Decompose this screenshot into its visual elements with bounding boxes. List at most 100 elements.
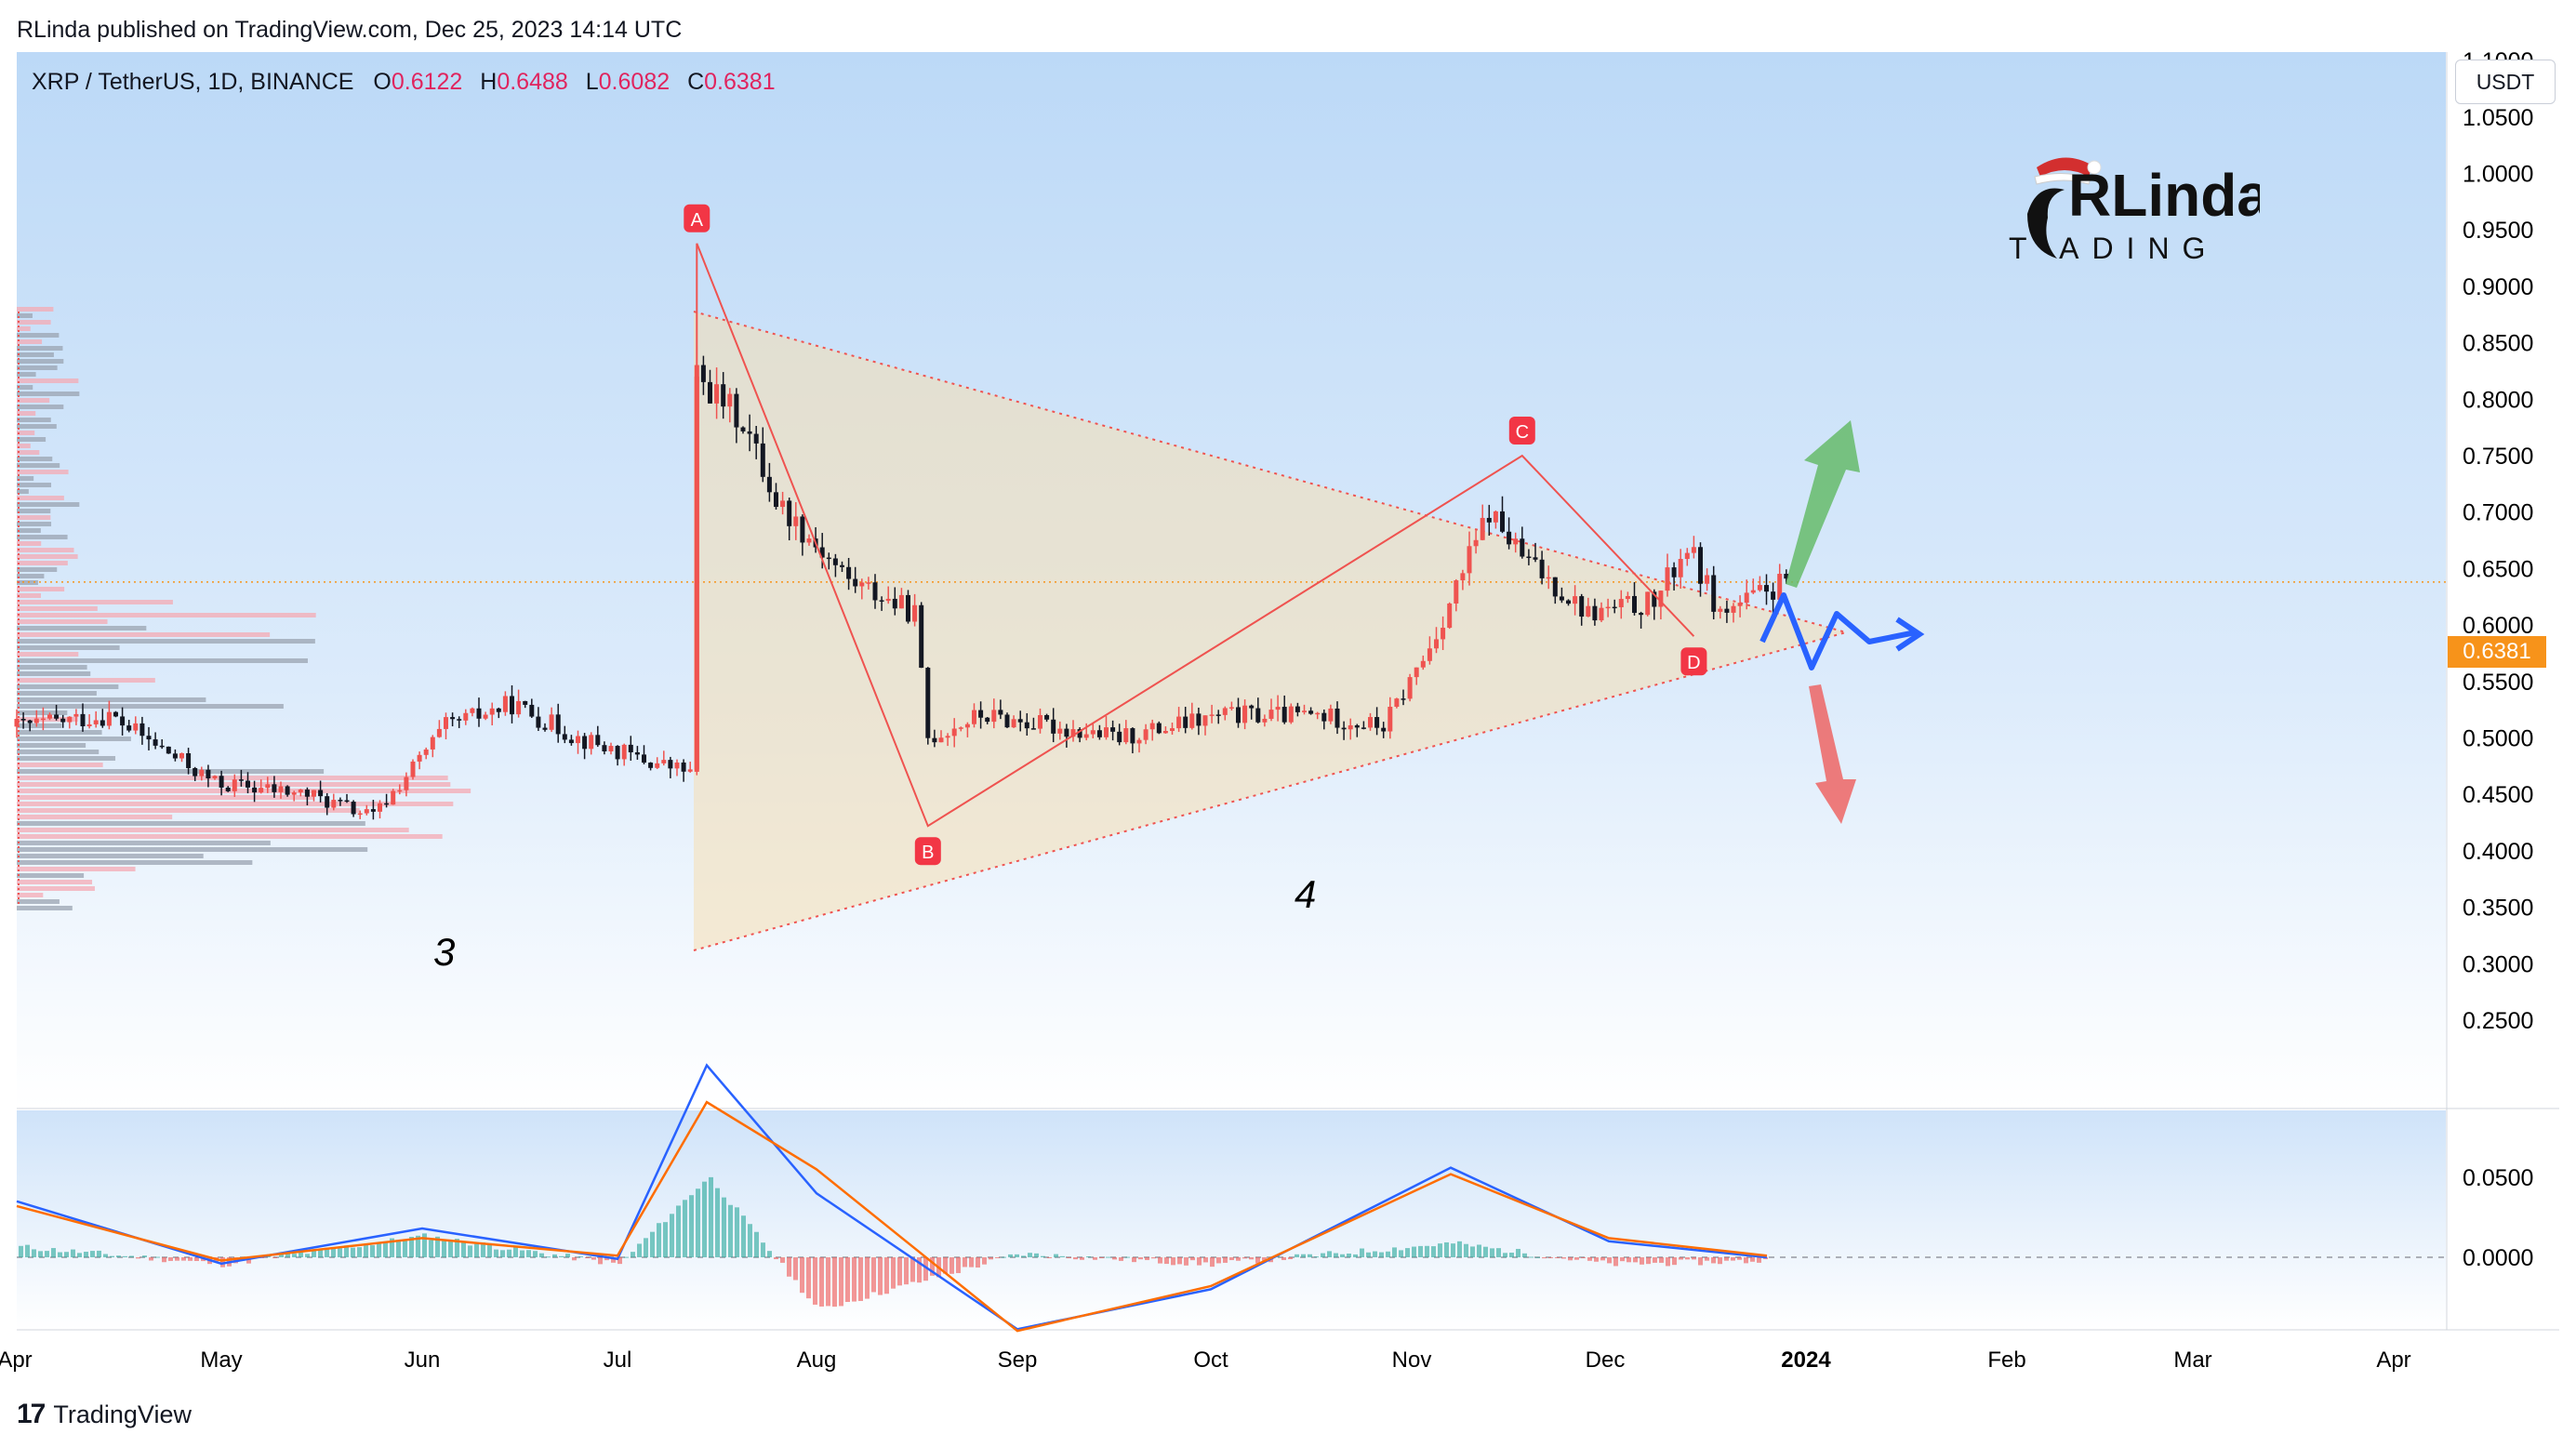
candle-body <box>33 718 39 724</box>
candle-body <box>681 762 686 772</box>
pattern-point-c[interactable]: C <box>1508 417 1535 445</box>
macd-histogram-bar <box>1620 1257 1625 1262</box>
macd-histogram-bar <box>1613 1257 1618 1267</box>
candle-body <box>674 762 680 769</box>
candle-body <box>602 745 607 751</box>
candle-body <box>687 769 693 772</box>
candle-body <box>1632 595 1637 614</box>
macd-histogram-bar <box>1418 1245 1423 1257</box>
macd-histogram-bar <box>1132 1257 1136 1263</box>
candle-body <box>1764 585 1769 592</box>
time-tick-label: May <box>200 1347 242 1373</box>
macd-histogram-bar <box>1138 1257 1143 1260</box>
macd-histogram-bar <box>787 1257 791 1277</box>
macd-histogram-bar <box>351 1247 355 1257</box>
candle-body <box>1566 600 1571 604</box>
macd-histogram-bar <box>318 1249 323 1257</box>
macd-histogram-bar <box>299 1252 303 1257</box>
abcd-pattern: A B C D <box>684 204 1707 866</box>
macd-histogram-bar <box>1151 1257 1156 1259</box>
volume-profile-bar <box>17 847 368 852</box>
rlinda-trading-logo: RLinda T ADING <box>1999 149 2270 270</box>
macd-histogram-bar <box>1555 1257 1560 1258</box>
macd-histogram-bar <box>1503 1253 1507 1257</box>
macd-histogram-bar <box>819 1257 824 1307</box>
candle-body <box>1467 546 1472 574</box>
volume-profile-bar <box>17 587 65 591</box>
macd-histogram-bar <box>1249 1257 1254 1260</box>
candle-body <box>1281 707 1287 723</box>
macd-histogram-bar <box>1353 1254 1358 1257</box>
volume-profile-bar <box>17 398 50 403</box>
candle-body <box>370 809 376 812</box>
candle-body <box>1374 717 1380 728</box>
candle-body <box>840 564 844 567</box>
candle-body <box>1427 648 1432 661</box>
candle-body <box>436 728 442 737</box>
volume-profile-bar <box>17 554 78 559</box>
candle-body <box>1236 707 1241 724</box>
candle-body <box>291 792 297 795</box>
candle-body <box>133 723 139 731</box>
volume-profile-bar <box>17 489 29 494</box>
tradingview-footer[interactable]: 17 TradingView <box>17 1399 192 1430</box>
candle-body <box>225 787 231 791</box>
candle-body <box>60 718 66 723</box>
currency-button[interactable]: USDT <box>2455 60 2556 104</box>
pattern-point-b[interactable]: B <box>914 837 941 866</box>
macd-histogram-bar <box>578 1256 583 1258</box>
candle-body <box>1486 517 1492 523</box>
candle-body <box>1030 728 1036 730</box>
macd-histogram-bar <box>1008 1254 1013 1257</box>
volume-profile-bar <box>17 431 35 435</box>
macd-histogram-bar <box>1750 1257 1755 1262</box>
time-tick-label: Sep <box>998 1347 1038 1373</box>
macd-histogram-bar <box>338 1248 342 1257</box>
macd-histogram-bar <box>1360 1248 1364 1257</box>
volume-profile-bar <box>17 763 103 767</box>
candle-body <box>397 790 403 792</box>
candle-body <box>166 746 171 754</box>
macd-histogram-bar <box>142 1255 147 1257</box>
candle-body <box>1136 739 1142 744</box>
candle-body <box>1750 590 1756 593</box>
candle-body <box>1500 511 1505 532</box>
macd-histogram-bar <box>1718 1257 1722 1265</box>
candle-body <box>668 760 673 769</box>
pattern-point-d[interactable]: D <box>1680 647 1707 676</box>
time-axis[interactable]: Apr May Jun Jul Aug Sep Oct Nov Dec 2024 Feb Mar Apr <box>0 1347 2411 1373</box>
candle-body <box>430 737 435 750</box>
candle-body <box>159 745 165 748</box>
macd-histogram-bar <box>858 1257 863 1301</box>
candle-body <box>312 790 316 797</box>
pattern-point-marker <box>1508 417 1535 445</box>
macd-histogram-bar <box>51 1248 56 1257</box>
macd-histogram-bar <box>676 1205 681 1257</box>
macd-histogram-bar <box>1399 1250 1403 1257</box>
pattern-point-a[interactable]: A <box>684 204 710 232</box>
volume-profile-bar <box>17 561 68 565</box>
candle-body <box>384 803 390 805</box>
pattern-point-marker <box>1680 647 1707 676</box>
wave-label-3: 3 <box>433 930 455 974</box>
candle-body <box>708 381 712 404</box>
price-tick-label: 0.4000 <box>2463 839 2533 865</box>
candle-body <box>1017 719 1023 723</box>
candle-body <box>964 724 970 728</box>
macd-histogram-bar <box>25 1244 30 1257</box>
macd-histogram-bar <box>1431 1246 1436 1257</box>
price-tick-label: 0.7500 <box>2463 444 2533 470</box>
candle-body <box>126 725 132 731</box>
candle-body <box>1268 710 1274 719</box>
macd-histogram-bar <box>474 1243 479 1257</box>
macd-histogram-bar <box>494 1249 498 1257</box>
candle-body <box>1104 727 1109 737</box>
projection-drawings <box>1759 420 1925 824</box>
symbol-label[interactable]: XRP / TetherUS, 1D, BINANCE <box>32 69 354 95</box>
candle-body <box>1401 698 1406 700</box>
macd-histogram-bar <box>312 1249 316 1257</box>
candle-body <box>1671 567 1677 577</box>
volume-profile-bar <box>17 307 54 312</box>
time-tick-label: Apr <box>0 1347 33 1373</box>
volume-profile-bar <box>17 750 100 754</box>
